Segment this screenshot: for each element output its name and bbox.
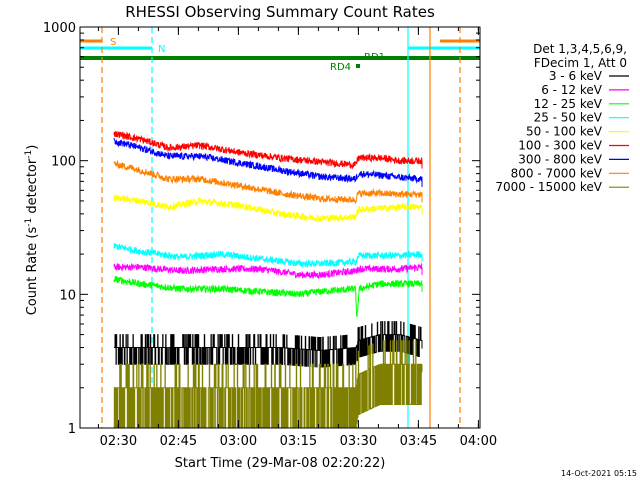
series-line-300-800-kev bbox=[113, 137, 423, 184]
flag-label-s: S bbox=[110, 37, 116, 48]
flag-label-rd1: RD1 bbox=[364, 52, 385, 63]
series-line-100-300-kev bbox=[113, 130, 423, 170]
y-tick-label: 1 bbox=[68, 422, 76, 437]
series-line-25-50-kev bbox=[113, 242, 423, 268]
series-line-6-12-kev bbox=[113, 262, 423, 280]
y-tick-label: 1000 bbox=[43, 21, 76, 36]
axes: 1 10 100 1000 02:30 02:45 03:00 03:15 03:30 03:45… bbox=[43, 21, 497, 449]
legend-header-line: FDecim 1, Att 0 bbox=[534, 56, 627, 70]
series-line-7000-15000-kev bbox=[113, 340, 422, 429]
series-line-800-7000-kev bbox=[113, 160, 423, 205]
x-tick-label: 03:00 bbox=[220, 434, 257, 449]
legend-label: 7000 - 15000 keV bbox=[495, 180, 602, 194]
x-tick-label: 03:30 bbox=[340, 434, 377, 449]
axes-frame bbox=[79, 26, 481, 429]
legend: Det 1,3,4,5,6,9,FDecim 1, Att 03 - 6 keV… bbox=[495, 42, 629, 194]
series-line-3-6-kev bbox=[114, 321, 423, 368]
flag-bars: S N RD1 RD4 bbox=[80, 37, 480, 73]
footer-date: 14-Oct-2021 05:15 bbox=[561, 469, 637, 478]
y-tick-label: 100 bbox=[51, 155, 76, 170]
series-line-50-100-kev bbox=[113, 194, 423, 223]
y-tick-label: 10 bbox=[59, 288, 76, 303]
series-line-12-25-kev bbox=[113, 275, 423, 318]
x-tick-label: 03:15 bbox=[280, 434, 317, 449]
flag-label-rd4: RD4 bbox=[330, 62, 351, 73]
x-tick-label: 02:45 bbox=[160, 434, 197, 449]
legend-label: 6 - 12 keV bbox=[541, 83, 603, 97]
series-lines bbox=[113, 130, 423, 429]
legend-label: 12 - 25 keV bbox=[534, 97, 603, 111]
legend-label: 25 - 50 keV bbox=[534, 111, 603, 125]
legend-label: 3 - 6 keV bbox=[549, 69, 603, 83]
legend-label: 50 - 100 keV bbox=[526, 125, 603, 139]
chart-title: RHESSI Observing Summary Count Rates bbox=[125, 3, 435, 21]
y-axis-label: Count Rate (s-1 detector-1) bbox=[24, 145, 40, 316]
x-tick-label: 03:45 bbox=[400, 434, 437, 449]
x-tick-label: 02:30 bbox=[100, 434, 137, 449]
legend-label: 100 - 300 keV bbox=[518, 139, 602, 153]
x-axis-label: Start Time (29-Mar-08 02:20:22) bbox=[175, 456, 386, 471]
legend-label: 800 - 7000 keV bbox=[511, 166, 603, 180]
flag-label-n: N bbox=[158, 44, 165, 55]
x-tick-label: 04:00 bbox=[460, 434, 497, 449]
legend-header-line: Det 1,3,4,5,6,9, bbox=[533, 42, 627, 56]
legend-label: 300 - 800 keV bbox=[518, 152, 602, 166]
